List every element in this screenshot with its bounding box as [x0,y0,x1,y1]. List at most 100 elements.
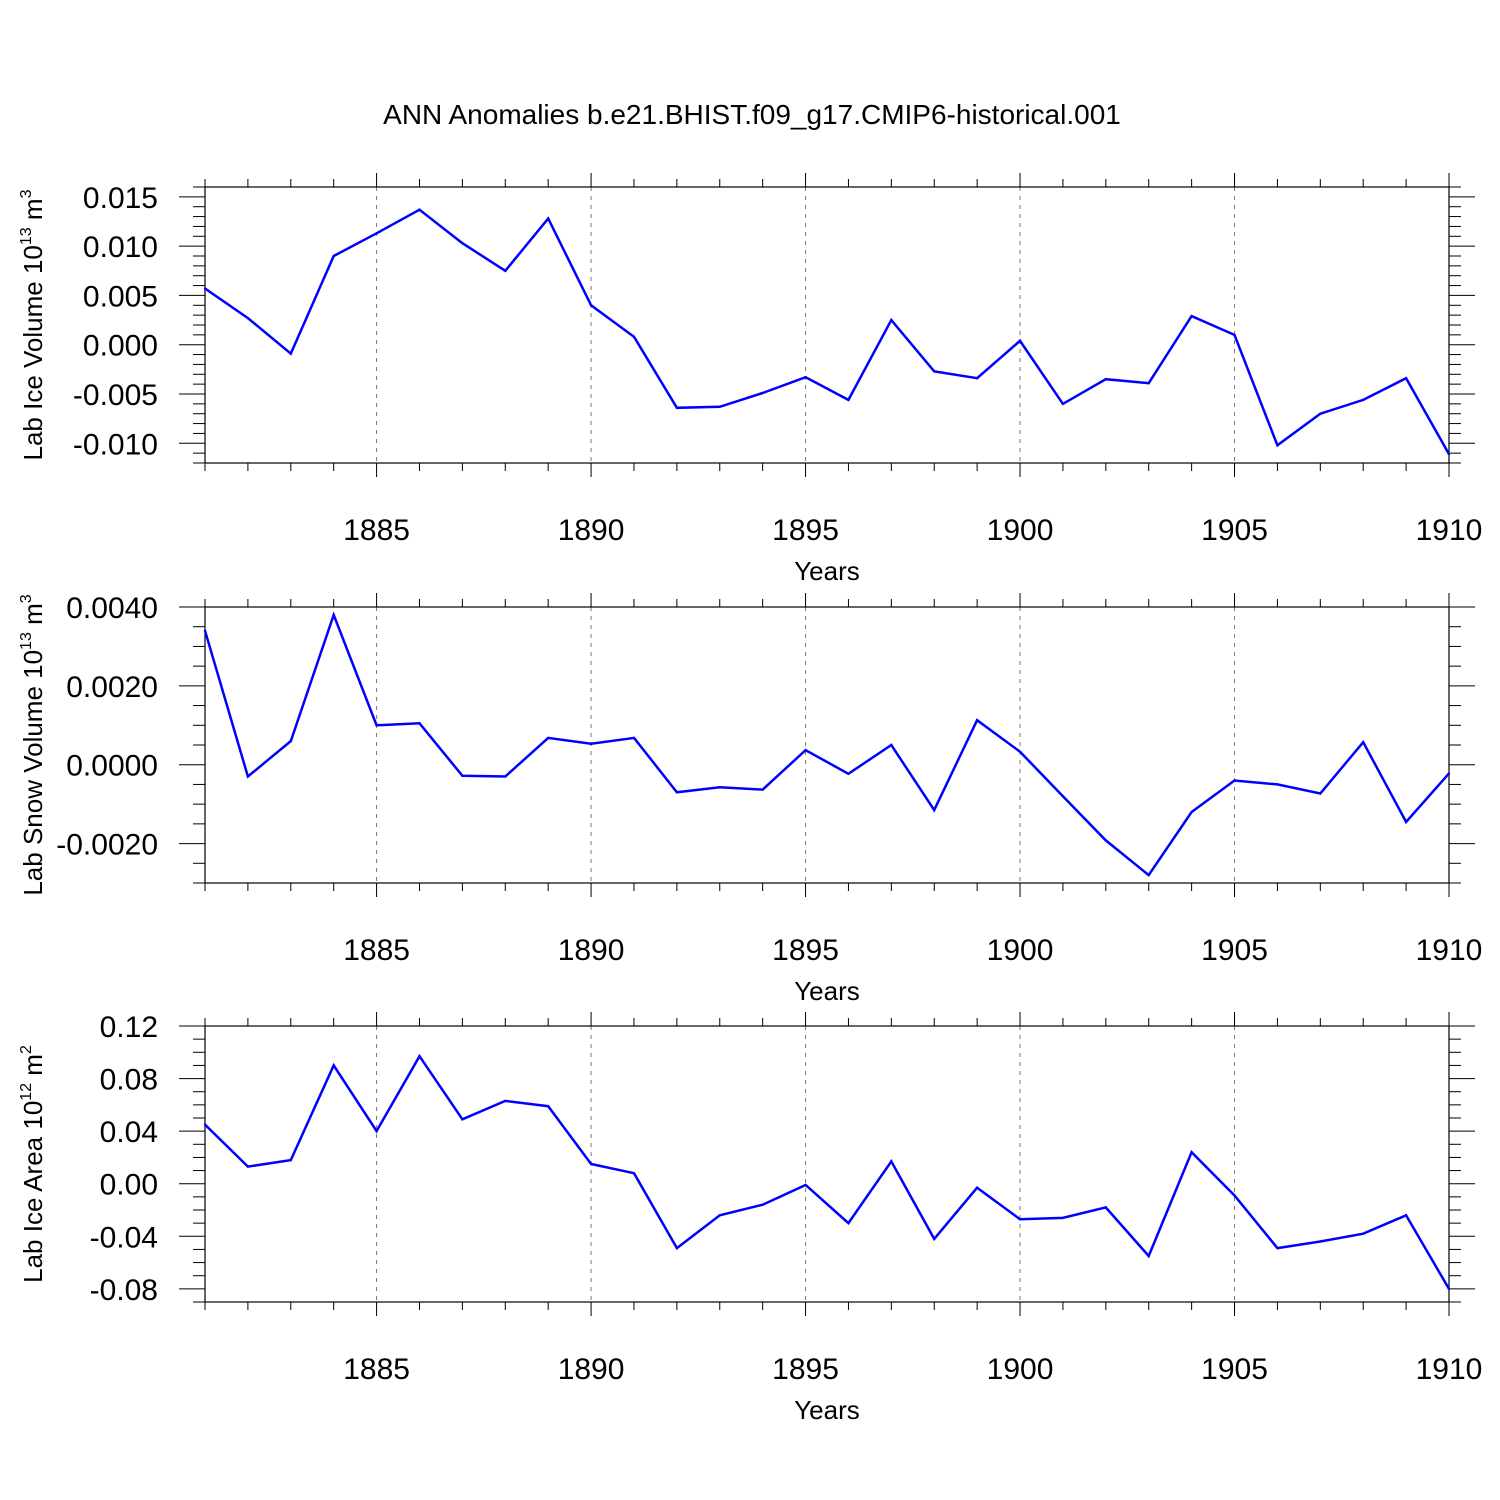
data-point [418,722,421,725]
data-point [418,208,421,211]
data-point [375,1129,378,1133]
data-point [1362,1232,1365,1235]
data-point [890,1160,893,1163]
y-tick-label: 0.04 [100,1116,158,1149]
data-point [1147,381,1150,385]
data-point [1319,1240,1322,1243]
x-axis-label: Years [794,556,860,586]
x-tick-label: 1905 [1201,1353,1268,1386]
x-tick-label: 1890 [558,1353,625,1386]
data-point [203,629,207,632]
plot-frame [204,1025,1450,1303]
data-point [504,775,507,778]
plots-container: 0.015 0.010 0.005 0.000 -0.005 -0.010 1885 1890… [18,173,1482,1425]
x-tick-label: 1900 [987,934,1054,967]
y-axis-label: Lab Ice Area 1012 m2 [18,1045,48,1283]
series-line [204,208,1451,455]
data-point [975,377,979,380]
panel-3: 0.12 0.08 0.04 0.00 -0.04 -0.08 1885 1890 1895 19… [18,1011,1482,1425]
data-point [589,304,593,307]
data-point [246,775,250,778]
data-point [1404,377,1408,380]
x-axis-label: Years [794,1395,860,1425]
y-tick-label: 0.0040 [66,592,158,625]
data-point [1276,444,1279,447]
data-point [1447,772,1451,775]
data-point [203,287,207,290]
data-point [675,1246,679,1250]
x-tick-label: 1905 [1201,514,1268,547]
data-point [1404,820,1408,824]
data-point [546,736,550,740]
x-tick-label: 1895 [772,514,839,547]
data-point [804,1183,807,1187]
x-tick-label: 1910 [1416,934,1483,967]
data-point [632,1172,636,1175]
data-point [375,232,378,235]
data-point [1362,741,1365,744]
y-tick-label: 0.005 [83,280,158,313]
data-point [1018,339,1022,342]
y-tick-label: 0.015 [83,182,158,215]
y-tick-label: 0.00 [100,1169,158,1202]
data-point [847,398,850,402]
panel-1: 0.015 0.010 0.005 0.000 -0.005 -0.010 1885 1890… [18,173,1482,586]
y-tick-label: 0.000 [83,330,158,363]
data-point [933,808,936,812]
data-point [1147,1254,1150,1258]
y-tick-label: -0.005 [73,379,158,412]
data-point [589,742,593,746]
data-point [1061,402,1065,406]
x-tick-label: 1910 [1416,1353,1483,1386]
data-point [975,1186,979,1189]
data-point [718,1214,721,1217]
x-tick-label: 1885 [343,934,410,967]
data-point [1104,1206,1108,1209]
data-point [246,316,250,320]
data-point [1447,452,1451,456]
y-tick-label: 0.010 [83,231,158,264]
data-point [1447,1287,1451,1291]
x-tick-label: 1885 [343,514,410,547]
y-tick-label: 0.08 [100,1064,158,1097]
data-point [804,376,807,379]
data-point [718,405,721,409]
data-point [804,748,807,752]
y-tick-label: -0.0020 [56,829,158,862]
y-axis-label: Lab Ice Volume 1013 m3 [18,189,48,460]
data-point [761,391,764,395]
data-point [289,352,292,355]
data-point [1104,378,1108,381]
y-tick-label: -0.08 [90,1274,158,1307]
x-tick-label: 1895 [772,934,839,967]
y-tick-label: 0.0000 [66,750,158,783]
data-point [1190,314,1193,318]
data-point [1104,839,1108,842]
y-tick-label: 0.12 [100,1011,158,1044]
data-point [289,739,292,743]
x-axis-label: Years [794,976,860,1006]
data-point [1233,779,1236,782]
x-tick-label: 1905 [1201,934,1268,967]
data-point [975,718,979,722]
data-point [1190,1150,1193,1154]
data-point [1061,795,1065,798]
data-point [203,1123,207,1126]
x-tick-label: 1900 [987,514,1054,547]
data-point [847,772,850,775]
data-point [1190,810,1193,814]
data-point [675,791,679,794]
plot-frame [204,606,1450,884]
data-point [1362,398,1365,402]
data-point [933,1237,936,1241]
data-point [632,335,636,339]
data-point [461,241,464,245]
data-point [461,774,464,777]
data-point [1018,750,1022,753]
data-point [332,613,335,617]
data-point [1147,873,1150,877]
data-point [1319,412,1322,415]
x-tick-label: 1890 [558,514,625,547]
data-point [632,736,636,740]
